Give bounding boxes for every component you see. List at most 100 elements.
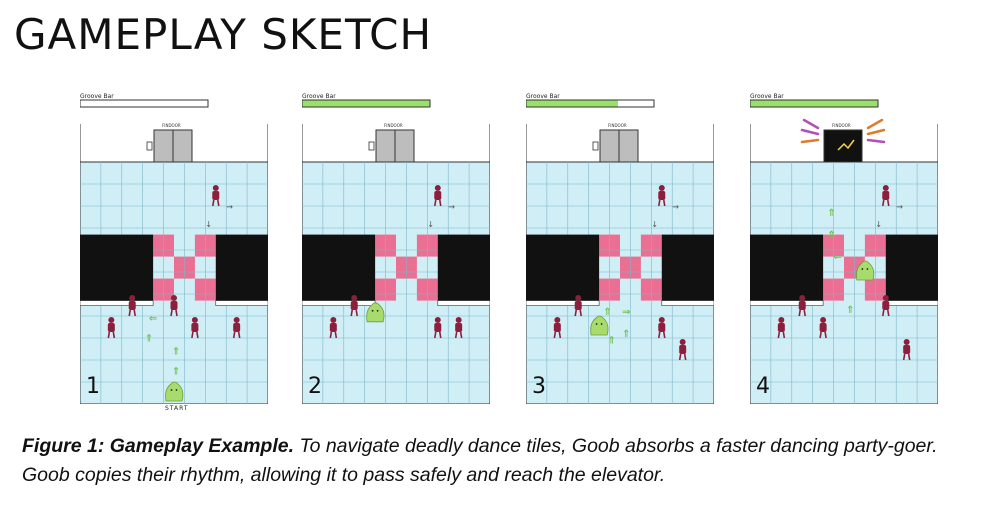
- dancer-leg: [433, 199, 437, 207]
- dancer-head: [108, 317, 115, 323]
- panel-sketch: Groove Bar FINDOOR → ↓ ⇑ ⇑ ⇐ ⇑: [750, 93, 938, 404]
- dancer-body: [107, 323, 115, 332]
- dancer-leg: [350, 309, 354, 317]
- dancer-body: [455, 323, 463, 332]
- dancer-leg: [819, 331, 822, 339]
- dancer-leg: [657, 331, 661, 339]
- dancer-body: [350, 301, 358, 310]
- groove-bar-label: Groove Bar: [750, 93, 784, 100]
- dancer-body: [212, 191, 220, 200]
- dancer: [170, 295, 178, 317]
- dancer-leg: [683, 353, 687, 361]
- trail-arrow: ↓: [875, 220, 882, 229]
- path-arrow: ⇐: [834, 252, 842, 263]
- dancer: [329, 317, 338, 339]
- groove-bar-fill: [750, 100, 878, 107]
- panel-number: 4: [756, 374, 770, 399]
- dancer-leg: [798, 309, 802, 317]
- goob-eye: [866, 268, 869, 270]
- dancer: [232, 317, 241, 339]
- dancer-head: [882, 185, 889, 191]
- dancer-leg: [803, 309, 807, 317]
- elevator-label: FINDOOR: [384, 123, 403, 128]
- pit-right: [437, 234, 490, 301]
- path-arrow: ⇑: [172, 347, 180, 358]
- dancer-head: [434, 317, 441, 323]
- dancer-leg: [886, 309, 890, 317]
- dancer-head: [171, 295, 177, 301]
- dancer-leg: [881, 199, 885, 207]
- groove-bar-frame: [80, 99, 209, 108]
- dancer-body: [882, 191, 890, 200]
- dancer-leg: [438, 331, 442, 339]
- dancer-body: [329, 323, 337, 332]
- dancer: [881, 185, 890, 207]
- panel-number: 1: [86, 374, 100, 399]
- dancer-body: [679, 345, 687, 354]
- dancer: [107, 317, 116, 339]
- dancer: [454, 317, 463, 339]
- groove-bar-label: Groove Bar: [302, 93, 336, 100]
- elevator-button: [146, 141, 153, 151]
- dancer-leg: [191, 331, 194, 339]
- panel-sketch: Groove Bar FINDOOR → ↓ ⇐ ⇑ ⇑ ⇑: [80, 93, 268, 404]
- pit-left: [302, 234, 376, 301]
- dancer: [777, 317, 786, 339]
- dancer-body: [819, 323, 827, 332]
- trail-arrow: ↓: [427, 220, 434, 229]
- dancer-leg: [170, 309, 173, 317]
- goob-eye: [170, 389, 173, 391]
- goob: [165, 381, 184, 402]
- dancer-leg: [334, 331, 338, 339]
- elevator-button: [368, 141, 375, 151]
- path-arrow: ⇑: [607, 336, 615, 347]
- panel-2: Groove Bar FINDOOR → ↓ 2: [302, 92, 490, 404]
- dancer-leg: [355, 309, 359, 317]
- dancer: [433, 317, 442, 339]
- dancer-body: [434, 191, 442, 200]
- groove-bar-label: Groove Bar: [80, 93, 114, 100]
- trail-arrow: ↓: [651, 220, 658, 229]
- path-arrow: ⇑: [827, 208, 835, 219]
- trail-arrow: →: [448, 203, 455, 212]
- dancer-head: [778, 317, 785, 323]
- sparkle-line: [800, 138, 820, 144]
- dancer-leg: [107, 331, 111, 339]
- dancer-head: [351, 295, 358, 301]
- dancer-leg: [133, 309, 137, 317]
- sparkle-line: [802, 118, 820, 130]
- pit-left: [750, 234, 824, 301]
- dancer-body: [658, 323, 666, 332]
- dancer-leg: [907, 353, 911, 361]
- dancer-head: [455, 317, 462, 323]
- goob-eye: [861, 268, 864, 270]
- panel-1: Groove Bar FINDOOR → ↓ ⇐ ⇑ ⇑ ⇑ 1: [80, 92, 268, 404]
- ledge-right: [437, 300, 490, 306]
- ledge-left: [80, 300, 154, 306]
- panel-number: 2: [308, 374, 322, 399]
- goob: [856, 260, 875, 281]
- dancer-leg: [777, 331, 781, 339]
- pit-right: [885, 234, 938, 301]
- dancer-body: [233, 323, 241, 332]
- sparkle-line: [866, 128, 886, 136]
- dancer: [657, 317, 666, 339]
- dancer-leg: [211, 199, 215, 207]
- dancer-leg: [553, 331, 557, 339]
- dancer-body: [658, 191, 666, 200]
- goob: [590, 315, 609, 336]
- path-arrow: ⇑: [145, 333, 153, 344]
- ledge-right: [215, 300, 268, 306]
- elevator-label: FINDOOR: [832, 123, 851, 128]
- sparkle-line: [800, 128, 820, 136]
- dancer-leg: [433, 331, 437, 339]
- dancer: [881, 295, 890, 317]
- panel-number: 3: [532, 374, 546, 399]
- goob-eye: [175, 389, 178, 391]
- path-arrow: ⇑: [827, 230, 835, 241]
- dancer-body: [170, 301, 178, 310]
- dancer-head: [575, 295, 582, 301]
- sparkle-line: [866, 118, 884, 130]
- pit-left: [80, 234, 154, 301]
- goob-eye: [376, 309, 379, 312]
